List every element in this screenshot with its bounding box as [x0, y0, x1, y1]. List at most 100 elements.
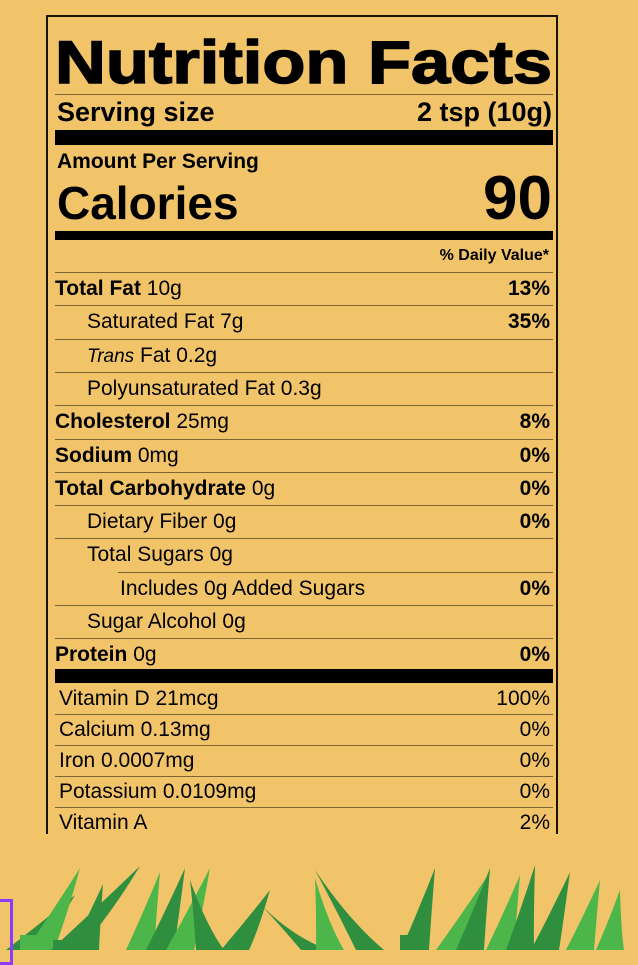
vitamin-daily-value: 2% [519, 811, 550, 834]
nutrient-name: Saturated Fat 7g [87, 311, 243, 332]
nutrient-name: Total Carbohydrate 0g [55, 478, 275, 499]
nutrient-row: Total Sugars 0g [55, 538, 553, 571]
vitamin-name: Vitamin D 21mcg [59, 687, 219, 710]
nutrient-amount: Includes 0g Added Sugars [120, 576, 366, 600]
vitamin-name: Iron 0.0007mg [59, 749, 195, 772]
nutrient-bold-name: Protein [55, 643, 128, 667]
nutrient-row: Includes 0g Added Sugars 0% [55, 571, 553, 605]
nutrient-amount: Fat 0.2g [140, 343, 218, 367]
nutrient-name: Includes 0g Added Sugars [120, 578, 365, 599]
grass-blade [221, 890, 270, 950]
vitamin-daily-value: 0% [519, 780, 550, 803]
title-svg: Nutrition Facts [55, 31, 553, 91]
grass-blade [531, 872, 570, 950]
vitamin-row: Potassium 0.0109mg 0% [55, 776, 553, 807]
vitamin-row: Vitamin D 21mcg 100% [55, 683, 553, 714]
nutrient-bold-name: Total Carbohydrate [55, 476, 246, 500]
vitamin-daily-value: 0% [519, 749, 550, 772]
grass-blade [26, 868, 80, 950]
grass-blade [596, 890, 624, 950]
nutrient-name: Sugar Alcohol 0g [87, 611, 246, 632]
nutrient-amount: 25mg [176, 410, 229, 434]
medium-divider [55, 231, 553, 240]
vitamin-row: Iron 0.0007mg 0% [55, 745, 553, 776]
row-divider [55, 272, 553, 273]
calories-value: 90 [483, 164, 552, 233]
nutrient-amount: Sugar Alcohol 0g [87, 610, 246, 633]
nutrient-bold-name: Sodium [55, 443, 132, 467]
row-divider [55, 538, 553, 540]
serving-size-label: Serving size [57, 97, 215, 127]
grass-blade [315, 870, 384, 950]
row-divider [55, 305, 553, 307]
row-divider [55, 471, 553, 473]
row-divider [55, 745, 553, 746]
nutrient-row: Cholesterol 25mg 8% [55, 405, 553, 438]
row-divider [55, 505, 553, 507]
nutrient-row: Total Fat 10g 13% [55, 272, 553, 305]
nutrient-name: Sodium 0mg [55, 445, 179, 466]
grass-decoration [6, 865, 624, 950]
grass-block [53, 940, 81, 950]
nutrient-row: Protein 0g 0% [55, 638, 553, 671]
nutrient-daily-value: 0% [519, 576, 550, 600]
row-divider [55, 776, 553, 777]
vitamin-row: Calcium 0.13mg 0% [55, 714, 553, 745]
nutrition-facts-label: Nutrition Facts Serving size 2 tsp (10g)… [46, 15, 558, 834]
serving-size-value: 2 tsp (10g) [416, 97, 552, 127]
nutrient-bold-name: Total Fat [55, 277, 141, 300]
nutrient-name: Total Sugars 0g [87, 544, 233, 565]
grass-blade [486, 875, 520, 950]
row-divider [55, 371, 553, 373]
row-divider [55, 605, 553, 606]
amount-per-serving: Amount Per Serving [57, 150, 259, 173]
selection-outline [0, 899, 13, 965]
nutrient-daily-value: 35% [507, 310, 550, 334]
nutrient-name: Dietary Fiber 0g [87, 511, 236, 532]
vitamin-name: Calcium 0.13mg [59, 718, 211, 741]
row-divider [55, 807, 553, 808]
grass-blade [401, 868, 435, 950]
row-divider [55, 405, 553, 407]
nutrient-daily-value: 0% [519, 510, 550, 534]
nutrient-daily-value: 13% [507, 277, 550, 300]
thick-divider [55, 669, 553, 683]
nutrient-daily-value: 0% [519, 643, 550, 667]
nutrient-name: Trans Fat 0.2g [87, 345, 217, 366]
nutrient-amount: Dietary Fiber 0g [87, 510, 237, 534]
vitamin-daily-value: 0% [519, 718, 550, 741]
nutrient-amount: 0g [251, 476, 276, 500]
vitamin-name: Potassium 0.0109mg [59, 780, 257, 803]
nutrient-name: Polyunsaturated Fat 0.3g [87, 378, 322, 399]
nutrient-bold-name: Cholesterol [55, 410, 171, 434]
nutrient-row: Sodium 0mg 0% [55, 438, 553, 472]
nutrient-daily-value: 0% [519, 443, 550, 467]
grass-blade [71, 884, 103, 950]
row-divider [118, 571, 553, 573]
grass-blade [566, 880, 600, 950]
grass-blade [315, 878, 344, 950]
nutrient-row: Polyunsaturated Fat 0.3g [55, 371, 553, 405]
label-title: Nutrition Facts [55, 31, 552, 91]
nutrient-name: Protein 0g [55, 644, 157, 665]
nutrient-amount: Total Sugars 0g [87, 543, 233, 567]
grass-blade [262, 906, 329, 950]
nutrient-amount: Polyunsaturated Fat 0.3g [87, 376, 322, 400]
nutrient-amount: 0mg [137, 443, 179, 467]
nutrient-row: Trans Fat 0.2g [55, 338, 553, 372]
grass-blade [456, 868, 490, 950]
grass-block [400, 935, 428, 950]
grass-blade [506, 865, 535, 950]
nutrient-row: Saturated Fat 7g 35% [55, 305, 553, 338]
divider [55, 94, 553, 95]
nutrient-row: Dietary Fiber 0g 0% [55, 505, 553, 538]
grass-blade [146, 868, 185, 950]
nutrient-italic-name: Trans [87, 345, 135, 367]
nutrient-row: Total Carbohydrate 0g 0% [55, 471, 553, 505]
row-divider [55, 438, 553, 440]
grass-blade [126, 872, 160, 950]
row-divider [55, 338, 553, 340]
row-divider [55, 638, 553, 640]
nutrient-daily-value: 8% [519, 410, 550, 434]
grass-blade [190, 880, 224, 950]
